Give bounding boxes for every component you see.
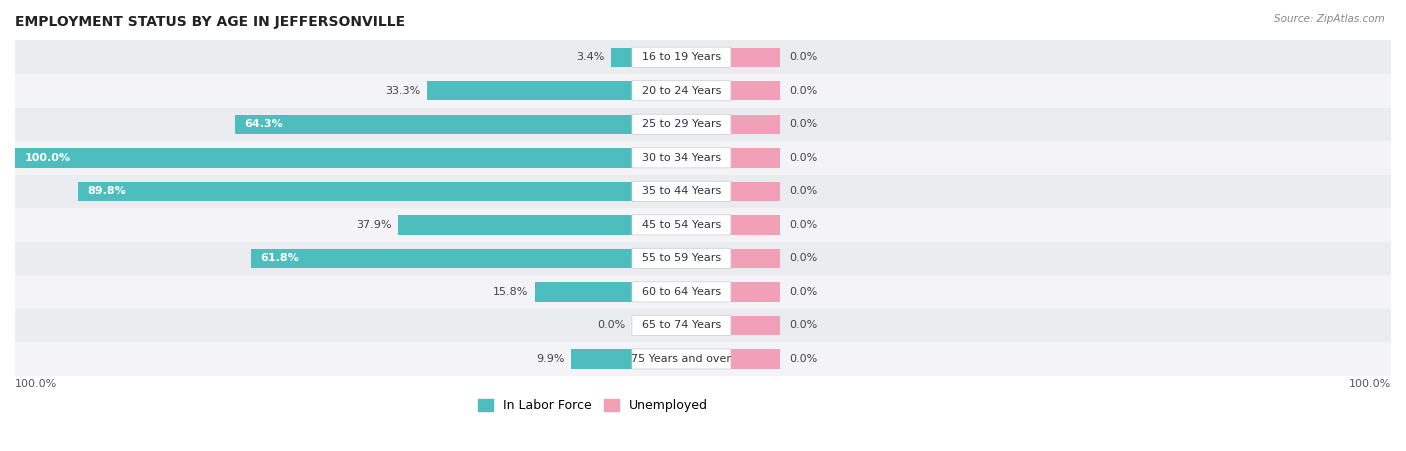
Text: 0.0%: 0.0% <box>789 287 818 297</box>
Bar <box>0 175 1391 208</box>
Text: 0.0%: 0.0% <box>789 86 818 96</box>
Bar <box>731 316 780 335</box>
Bar <box>612 47 633 67</box>
Text: 0.0%: 0.0% <box>789 320 818 331</box>
Bar <box>235 115 633 134</box>
Legend: In Labor Force, Unemployed: In Labor Force, Unemployed <box>472 394 713 417</box>
Bar <box>731 215 780 235</box>
FancyBboxPatch shape <box>631 282 731 302</box>
Text: 0.0%: 0.0% <box>789 186 818 196</box>
Text: 16 to 19 Years: 16 to 19 Years <box>643 52 721 62</box>
FancyBboxPatch shape <box>631 215 731 235</box>
Text: 0.0%: 0.0% <box>789 354 818 364</box>
Bar <box>0 308 1391 342</box>
Text: 33.3%: 33.3% <box>385 86 420 96</box>
Bar <box>0 74 1391 107</box>
Bar <box>731 349 780 368</box>
Bar <box>571 349 633 368</box>
FancyBboxPatch shape <box>631 114 731 134</box>
Bar <box>731 282 780 302</box>
Text: 15.8%: 15.8% <box>494 287 529 297</box>
Bar <box>731 182 780 201</box>
Text: 37.9%: 37.9% <box>357 220 392 230</box>
Text: 35 to 44 Years: 35 to 44 Years <box>641 186 721 196</box>
Bar <box>0 107 1391 141</box>
Bar <box>731 47 780 67</box>
Text: 0.0%: 0.0% <box>789 220 818 230</box>
Bar <box>534 282 633 302</box>
Bar <box>398 215 633 235</box>
Text: 9.9%: 9.9% <box>536 354 565 364</box>
Bar <box>250 249 633 268</box>
Text: EMPLOYMENT STATUS BY AGE IN JEFFERSONVILLE: EMPLOYMENT STATUS BY AGE IN JEFFERSONVIL… <box>15 15 405 29</box>
Text: 60 to 64 Years: 60 to 64 Years <box>643 287 721 297</box>
FancyBboxPatch shape <box>631 47 731 67</box>
Bar <box>0 41 1391 74</box>
Bar <box>15 148 633 167</box>
FancyBboxPatch shape <box>631 249 731 268</box>
FancyBboxPatch shape <box>631 181 731 202</box>
Bar <box>0 141 1391 175</box>
Text: 75 Years and over: 75 Years and over <box>631 354 731 364</box>
Text: 25 to 29 Years: 25 to 29 Years <box>641 119 721 129</box>
FancyBboxPatch shape <box>631 315 731 336</box>
Text: 0.0%: 0.0% <box>789 253 818 263</box>
Text: 45 to 54 Years: 45 to 54 Years <box>641 220 721 230</box>
Text: 89.8%: 89.8% <box>87 186 127 196</box>
Bar <box>0 275 1391 308</box>
Text: 65 to 74 Years: 65 to 74 Years <box>641 320 721 331</box>
Bar <box>0 208 1391 242</box>
Bar <box>731 148 780 167</box>
Text: 61.8%: 61.8% <box>260 253 298 263</box>
Text: 0.0%: 0.0% <box>598 320 626 331</box>
Bar <box>731 81 780 101</box>
Bar <box>0 242 1391 275</box>
Text: 0.0%: 0.0% <box>789 52 818 62</box>
Text: 100.0%: 100.0% <box>1348 379 1391 389</box>
Text: 100.0%: 100.0% <box>24 153 70 163</box>
Text: Source: ZipAtlas.com: Source: ZipAtlas.com <box>1274 14 1385 23</box>
Text: 3.4%: 3.4% <box>576 52 605 62</box>
Text: 20 to 24 Years: 20 to 24 Years <box>641 86 721 96</box>
FancyBboxPatch shape <box>631 81 731 101</box>
Bar <box>731 115 780 134</box>
Bar <box>426 81 633 101</box>
Bar <box>731 249 780 268</box>
Text: 30 to 34 Years: 30 to 34 Years <box>643 153 721 163</box>
Bar <box>0 342 1391 376</box>
Text: 0.0%: 0.0% <box>789 153 818 163</box>
FancyBboxPatch shape <box>631 349 731 369</box>
Text: 100.0%: 100.0% <box>15 379 58 389</box>
Text: 0.0%: 0.0% <box>789 119 818 129</box>
Text: 55 to 59 Years: 55 to 59 Years <box>643 253 721 263</box>
FancyBboxPatch shape <box>631 148 731 168</box>
Bar <box>77 182 633 201</box>
Text: 64.3%: 64.3% <box>245 119 283 129</box>
